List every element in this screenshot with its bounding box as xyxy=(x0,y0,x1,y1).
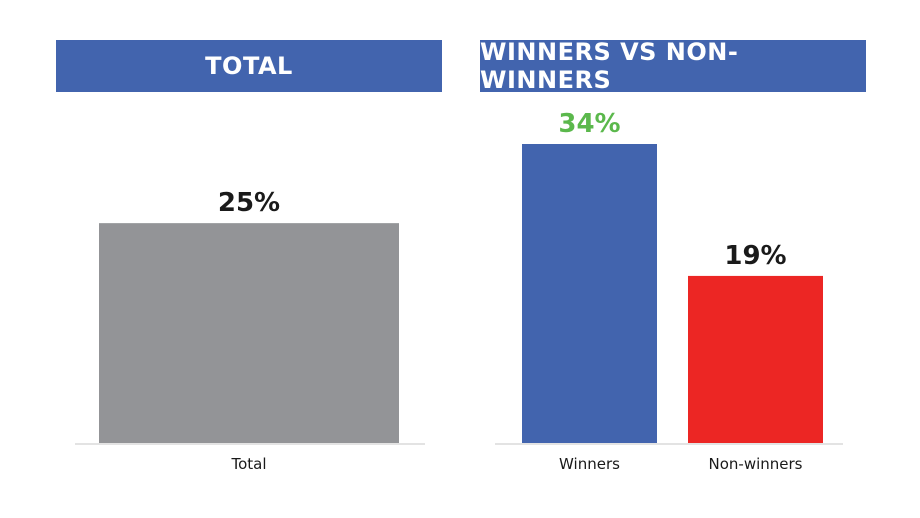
winners-chart-title: WINNERS VS NON-WINNERS xyxy=(480,38,866,94)
data-label: 25% xyxy=(218,188,280,218)
category-label: Total xyxy=(230,455,266,473)
bar-total xyxy=(99,223,399,443)
data-label: 34% xyxy=(558,109,620,139)
total-chart-title: TOTAL xyxy=(56,40,442,92)
category-label: Non-winners xyxy=(709,455,803,473)
category-label: Winners xyxy=(559,455,620,473)
bar-winners xyxy=(522,144,657,443)
data-label: 19% xyxy=(724,241,786,271)
bar-non-winners xyxy=(688,275,823,443)
